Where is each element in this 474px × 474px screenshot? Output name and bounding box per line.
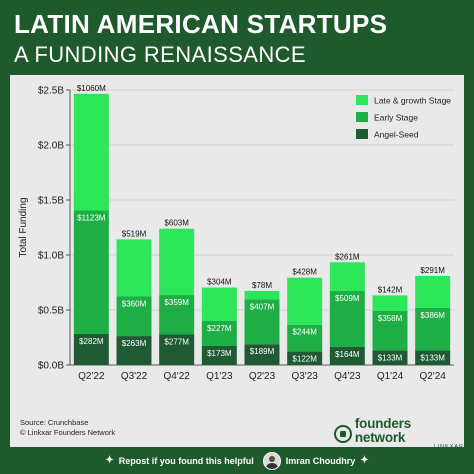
y-tick-label: $1.5B [38,196,64,207]
data-label: $509M [335,294,360,303]
y-tick-label: $0.5B [38,306,64,317]
data-label: $291M [420,266,445,275]
page-subtitle: A FUNDING RENAISSANCE [14,42,307,67]
x-tick-label: Q3'23 [291,371,318,382]
bar-segment [244,299,280,345]
bar-segment [159,228,195,296]
bar-segment [201,321,237,346]
logo-icon [334,424,352,443]
logo-main-text: founders network [354,416,412,445]
data-label: $133M [378,353,403,362]
footer-bar: ✦ Repost if you found this helpful Imran… [0,447,474,474]
x-tick-label: Q4'22 [163,371,190,382]
logo-sub-text: LINKXAR [433,444,464,450]
data-label: $519M [122,229,147,238]
y-tick-label: $1.0B [38,251,64,262]
source-note: Source: Crunchbase © Linkxar Founders Ne… [20,418,115,438]
header: LATIN AMERICAN STARTUPS A FUNDING RENAIS… [0,0,474,75]
author-name[interactable]: Imran Choudhry [285,455,356,466]
data-label: $244M [292,328,317,337]
legend-swatch [356,129,368,139]
bar-segment [159,295,195,335]
bar-segment [415,275,451,308]
data-label: $386M [420,311,445,320]
data-label: $142M [378,285,403,294]
bar-segment [287,351,323,365]
data-label: $261M [335,252,360,261]
data-label: $164M [335,350,360,359]
sparkle-icon: ✦ [360,455,369,466]
author-avatar[interactable] [262,451,281,470]
legend-swatch [356,112,368,122]
page-title: LATIN AMERICAN STARTUPS [14,9,388,39]
x-tick-label: Q2'23 [249,371,276,382]
bar-segment [159,334,195,365]
bar-segment [372,350,408,365]
bar-segment [244,344,280,365]
data-label: $277M [164,338,189,347]
stacked-bar-chart: $0.0B $0.5B $1.0B $1.5B $2.0B $2.5B Total Fund… [18,84,454,382]
bar-segment [73,333,109,365]
bar-segment [287,324,323,352]
founders-network-logo: founders network LINKXAR [334,417,464,451]
sparkle-icon: ✦ [105,455,114,466]
data-label: $359M [164,298,189,307]
bar-segment [329,262,365,291]
data-label: $1123M [77,213,106,222]
data-label: $1060M [77,84,106,93]
x-tick-label: Q4'23 [334,371,361,382]
bar-segment [372,310,408,351]
bar-segment [201,345,237,365]
bar-segment [73,93,109,211]
legend-label: Early Stage [374,113,418,123]
repost-cta[interactable]: Repost if you found this helpful [118,455,254,466]
bar-segment [287,277,323,325]
data-label: $122M [292,355,317,364]
y-tick-label: $2.5B [38,86,64,97]
data-label: $133M [420,353,445,362]
bar-segment [329,346,365,365]
bar-segment [201,287,237,321]
x-tick-label: Q2'22 [78,371,105,382]
bar-segment [116,336,152,365]
bar-segment [73,210,109,334]
data-label: $173M [207,349,232,358]
data-label: $407M [250,302,275,311]
data-label: $603M [164,219,189,228]
bar-segment [415,307,451,351]
legend-label: Angel-Seed [374,130,419,140]
data-label: $78M [252,281,272,290]
bar-segment [116,296,152,337]
y-tick-label: $2.0B [38,141,64,152]
bar-segment [329,290,365,347]
legend-swatch [356,95,368,105]
data-label: $358M [378,314,403,323]
legend-label: Late & growth Stage [374,96,451,106]
data-label: $360M [122,299,147,308]
source-line: Source: Crunchbase [20,418,89,427]
data-label: $263M [122,339,147,348]
data-label: $304M [207,278,232,287]
y-tick-label: $0.0B [38,361,64,372]
data-label: $189M [250,347,275,356]
bar-segment [244,290,280,300]
data-label: $282M [79,337,104,346]
data-label: $227M [207,324,232,333]
x-tick-label: Q1'24 [377,371,404,382]
bar-segment [415,350,451,365]
copyright-line: © Linkxar Founders Network [20,428,116,437]
x-tick-label: Q1'23 [206,371,233,382]
bar-segment [372,295,408,311]
bar-segment [116,239,152,297]
y-axis-label: Total Funding [18,197,29,257]
chart-panel: $0.0B $0.5B $1.0B $1.5B $2.0B $2.5B Total Fund… [10,75,464,450]
data-label: $428M [292,268,317,277]
x-tick-label: Q3'22 [121,371,148,382]
x-tick-label: Q2'24 [419,371,446,382]
